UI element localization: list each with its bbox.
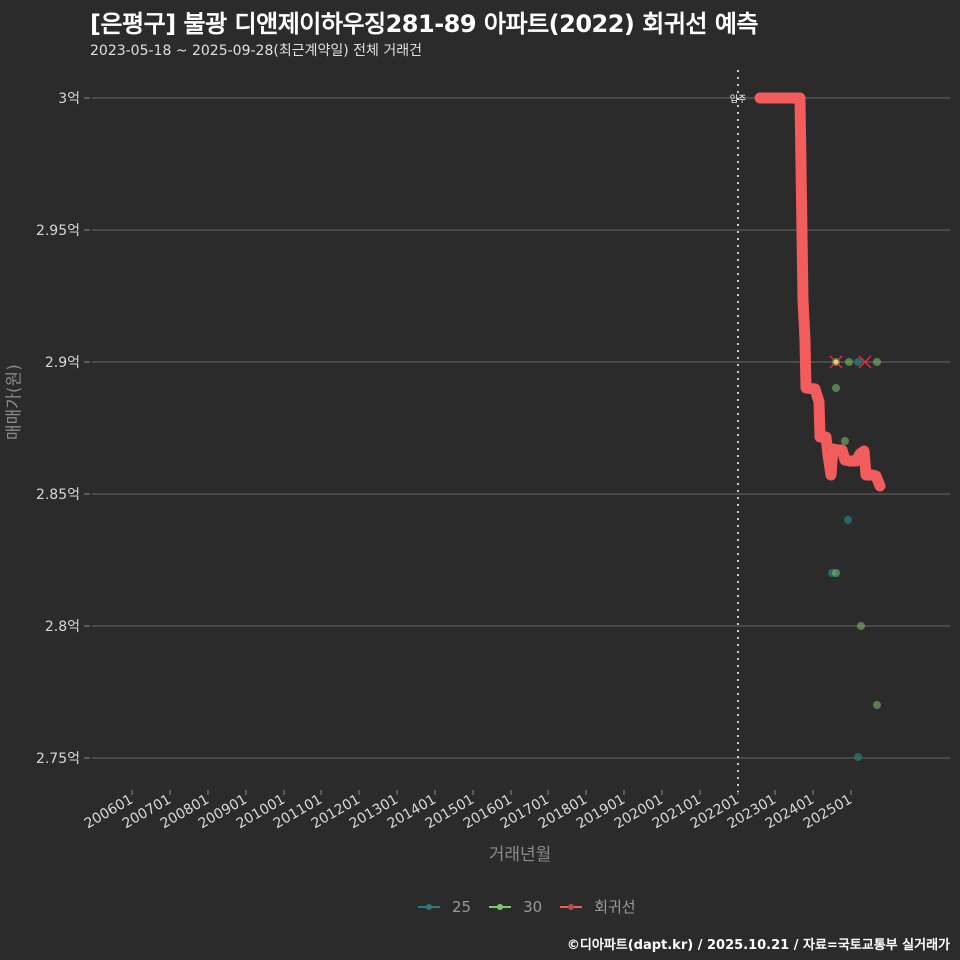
y-tick: 2.9억 <box>45 355 80 371</box>
legend-item-25[interactable]: 25 <box>418 898 471 916</box>
y-tick: 3억 <box>58 91 80 107</box>
outlier-x-marks <box>829 355 872 369</box>
y-tick: 2.75억 <box>36 751 80 767</box>
data-point <box>844 516 852 524</box>
legend-item-30[interactable]: 30 <box>489 898 542 916</box>
legend-label: 25 <box>452 897 472 916</box>
series-25-points <box>828 358 862 761</box>
x-ticks <box>131 790 852 795</box>
chart-subtitle: 2023-05-18 ~ 2025-09-28(최근계약일) 전체 거래건 <box>90 43 422 59</box>
highlight-point <box>833 359 839 365</box>
data-point <box>854 358 862 366</box>
chart-title: [은평구] 불광 디앤제이하우징281-89 아파트(2022) 회귀선 예측 <box>90 10 759 38</box>
x-tick-labels: 200601 200701 200801 200901 201001 20110… <box>82 792 855 833</box>
data-point <box>854 753 862 761</box>
data-point <box>841 437 849 445</box>
legend-swatch-icon <box>489 903 512 910</box>
data-point <box>845 358 853 366</box>
data-point <box>832 384 840 392</box>
legend-swatch-icon <box>418 903 440 910</box>
y-tick: 2.85억 <box>36 487 80 503</box>
y-tick: 2.95억 <box>36 223 80 239</box>
y-tick-labels: 3억 2.95억 2.9억 2.85억 2.8억 2.75억 <box>36 91 80 767</box>
source-credit: ©디아파트(dapt.kr) / 2025.10.21 / 자료=국토교통부 실… <box>566 938 950 953</box>
y-tick: 2.8억 <box>45 619 80 635</box>
legend-item-regression[interactable]: 회귀선 <box>560 896 636 917</box>
legend-label: 회귀선 <box>594 898 636 916</box>
data-point <box>873 358 881 366</box>
data-point <box>873 701 881 709</box>
legend: 25 30 회귀선 <box>418 896 646 917</box>
x-axis-label: 거래년월 <box>488 845 552 865</box>
legend-swatch-icon <box>560 903 583 910</box>
data-point <box>832 569 840 577</box>
data-point <box>857 622 865 630</box>
series-30-points <box>832 358 881 709</box>
y-axis-label: 매매가(원) <box>4 364 25 440</box>
move-in-label: 입주 <box>730 93 747 105</box>
legend-label: 30 <box>523 897 543 916</box>
regression-line <box>754 92 886 492</box>
